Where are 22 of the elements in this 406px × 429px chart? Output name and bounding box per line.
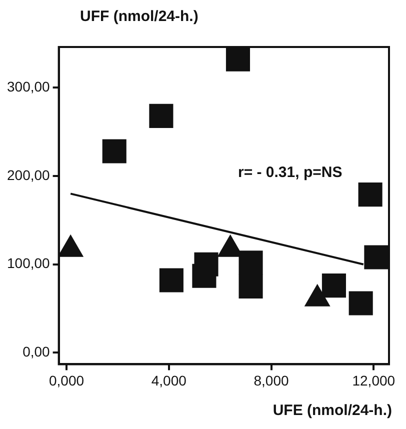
point xyxy=(159,268,184,292)
point xyxy=(238,274,263,298)
point xyxy=(364,245,388,270)
x-tick-label: 8,000 xyxy=(254,372,289,388)
point xyxy=(238,250,263,275)
point xyxy=(149,104,174,128)
y-tick-label: 100,00 xyxy=(6,255,50,272)
point xyxy=(226,47,250,72)
x-tick-label: 12,000 xyxy=(352,372,396,388)
y-axis-title: UFF (nmol/24-h.) xyxy=(80,8,198,25)
y-tick-label: 300,00 xyxy=(6,78,50,95)
y-tick-label: 0,00 xyxy=(22,344,50,360)
x-axis-title: UFE (nmol/24-h.) xyxy=(272,402,392,419)
point xyxy=(102,139,126,164)
point xyxy=(322,274,346,298)
x-tick-label: 0,000 xyxy=(48,372,84,388)
y-tick-label: 200,00 xyxy=(6,166,50,183)
point xyxy=(192,264,216,288)
point xyxy=(348,291,373,316)
point xyxy=(358,182,382,207)
annotation: r= - 0.31, p=NS xyxy=(238,164,342,181)
x-tick-label: 4,000 xyxy=(151,372,187,388)
